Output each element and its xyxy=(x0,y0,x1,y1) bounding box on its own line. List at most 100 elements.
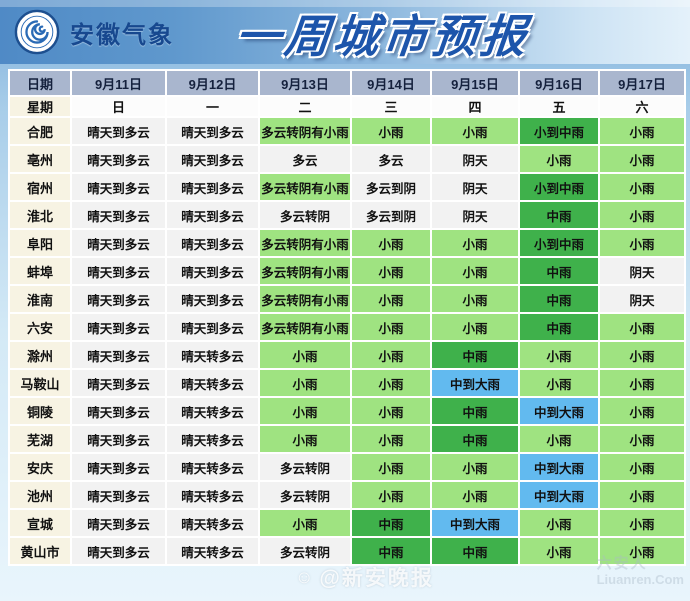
forecast-cell: 晴天到多云 xyxy=(70,536,167,566)
forecast-cell: 小雨 xyxy=(598,340,686,370)
forecast-cell: 小雨 xyxy=(430,312,520,342)
city-name: 亳州 xyxy=(8,144,72,174)
forecast-cell: 小雨 xyxy=(258,508,352,538)
city-row-黄山市: 黄山市 晴天到多云 晴天转多云 多云转阴 中雨 中雨 小雨 小雨 xyxy=(8,536,686,566)
city-name: 宣城 xyxy=(8,508,72,538)
forecast-cell: 小雨 xyxy=(350,312,432,342)
forecast-cell: 小雨 xyxy=(598,172,686,202)
date-header-5: 9月16日 xyxy=(518,69,600,97)
forecast-cell: 晴天转多云 xyxy=(165,480,260,510)
forecast-cell: 小雨 xyxy=(598,452,686,482)
forecast-cell: 小雨 xyxy=(518,508,600,538)
forecast-cell: 小雨 xyxy=(350,116,432,146)
city-row-安庆: 安庆 晴天到多云 晴天转多云 多云转阴 小雨 小雨 中到大雨 小雨 xyxy=(8,452,686,482)
forecast-cell: 晴天到多云 xyxy=(70,200,167,230)
forecast-cell: 小雨 xyxy=(598,228,686,258)
city-name: 合肥 xyxy=(8,116,72,146)
watermark-text: @新安晚报 xyxy=(319,567,434,590)
forecast-cell: 晴天到多云 xyxy=(165,144,260,174)
forecast-cell: 小雨 xyxy=(258,424,352,454)
forecast-cell: 小雨 xyxy=(598,396,686,426)
forecast-cell: 小到中雨 xyxy=(518,172,600,202)
forecast-cell: 中雨 xyxy=(518,200,600,230)
forecast-cell: 小雨 xyxy=(350,396,432,426)
city-row-铜陵: 铜陵 晴天到多云 晴天转多云 小雨 小雨 中雨 中到大雨 小雨 xyxy=(8,396,686,426)
weekly-forecast-table: 日期 9月11日 9月12日 9月13日 9月14日 9月15日 9月16日 9月17日 星… xyxy=(8,69,686,566)
city-name: 阜阳 xyxy=(8,228,72,258)
forecast-cell: 小雨 xyxy=(350,480,432,510)
forecast-cell: 晴天到多云 xyxy=(165,284,260,314)
city-name: 宿州 xyxy=(8,172,72,202)
date-header-1: 9月12日 xyxy=(165,69,260,97)
forecast-cell: 晴天到多云 xyxy=(70,452,167,482)
forecast-cell: 中雨 xyxy=(518,312,600,342)
forecast-cell: 中到大雨 xyxy=(430,508,520,538)
forecast-cell: 晴天转多云 xyxy=(165,452,260,482)
page-title: 一周城市预报 xyxy=(232,10,533,62)
forecast-cell: 小雨 xyxy=(350,452,432,482)
forecast-cell: 晴天到多云 xyxy=(70,172,167,202)
forecast-cell: 多云 xyxy=(350,144,432,174)
forecast-cell: 晴天转多云 xyxy=(165,536,260,566)
forecast-cell: 晴天到多云 xyxy=(165,172,260,202)
city-row-芜湖: 芜湖 晴天到多云 晴天转多云 小雨 小雨 中雨 小雨 小雨 xyxy=(8,424,686,454)
city-name: 蚌埠 xyxy=(8,256,72,286)
city-row-阜阳: 阜阳 晴天到多云 晴天到多云 多云转阴有小雨 小雨 小雨 小到中雨 小雨 xyxy=(8,228,686,258)
weekday-3: 三 xyxy=(350,95,432,118)
spiral-cloud-icon xyxy=(14,9,60,55)
forecast-cell: 阴天 xyxy=(598,256,686,286)
city-name: 六安 xyxy=(8,312,72,342)
forecast-cell: 中雨 xyxy=(518,256,600,286)
forecast-cell: 晴天到多云 xyxy=(165,312,260,342)
forecast-cell: 小雨 xyxy=(430,116,520,146)
city-row-马鞍山: 马鞍山 晴天到多云 晴天转多云 小雨 小雨 中到大雨 小雨 小雨 xyxy=(8,368,686,398)
forecast-cell: 小雨 xyxy=(430,452,520,482)
anhui-meteorology-logo-icon xyxy=(14,9,60,55)
forecast-cell: 中到大雨 xyxy=(518,396,600,426)
forecast-cell: 小雨 xyxy=(350,228,432,258)
city-row-滁州: 滁州 晴天到多云 晴天转多云 小雨 小雨 中雨 小雨 小雨 xyxy=(8,340,686,370)
city-row-淮南: 淮南 晴天到多云 晴天到多云 多云转阴有小雨 小雨 小雨 中雨 阴天 xyxy=(8,284,686,314)
date-header-6: 9月17日 xyxy=(598,69,686,97)
forecast-cell: 中雨 xyxy=(430,340,520,370)
forecast-cell: 多云 xyxy=(258,144,352,174)
weekday-1: 一 xyxy=(165,95,260,118)
city-name: 安庆 xyxy=(8,452,72,482)
forecast-cell: 小雨 xyxy=(258,396,352,426)
forecast-cell: 小雨 xyxy=(430,228,520,258)
forecast-cell: 多云转阴有小雨 xyxy=(258,228,352,258)
forecast-cell: 小雨 xyxy=(350,424,432,454)
city-row-宿州: 宿州 晴天到多云 晴天到多云 多云转阴有小雨 多云到阴 阴天 小到中雨 小雨 xyxy=(8,172,686,202)
forecast-cell: 阴天 xyxy=(598,284,686,314)
watermark-liuanren: 六安人 Liuanren.Com xyxy=(597,555,684,587)
weekday-row: 星期 日一二三四五六 xyxy=(8,95,686,118)
city-name: 铜陵 xyxy=(8,396,72,426)
city-name: 芜湖 xyxy=(8,424,72,454)
forecast-cell: 中雨 xyxy=(430,396,520,426)
forecast-cell: 中到大雨 xyxy=(518,480,600,510)
header-banner: 安徽气象 一周城市预报 xyxy=(0,0,690,64)
forecast-cell: 小雨 xyxy=(430,256,520,286)
forecast-cell: 小雨 xyxy=(598,368,686,398)
forecast-cell: 晴天到多云 xyxy=(70,480,167,510)
city-name: 淮北 xyxy=(8,200,72,230)
forecast-cell: 晴天到多云 xyxy=(165,200,260,230)
forecast-cell: 阴天 xyxy=(430,144,520,174)
city-row-亳州: 亳州 晴天到多云 晴天到多云 多云 多云 阴天 小雨 小雨 xyxy=(8,144,686,174)
forecast-cell: 小雨 xyxy=(350,368,432,398)
corner-date-label: 日期 xyxy=(8,69,72,97)
forecast-cell: 多云到阴 xyxy=(350,200,432,230)
org-name: 安徽气象 xyxy=(70,21,174,49)
forecast-cell: 晴天到多云 xyxy=(70,508,167,538)
forecast-cell: 多云转阴 xyxy=(258,200,352,230)
forecast-cell: 晴天到多云 xyxy=(70,396,167,426)
forecast-cell: 多云转阴有小雨 xyxy=(258,256,352,286)
forecast-cell: 小雨 xyxy=(430,284,520,314)
forecast-cell: 小到中雨 xyxy=(518,116,600,146)
forecast-cell: 多云到阴 xyxy=(350,172,432,202)
forecast-cell: 小雨 xyxy=(598,312,686,342)
watermark-xinan-evening-news: ☺ @新安晚报 xyxy=(295,562,434,592)
weekday-6: 六 xyxy=(598,95,686,118)
forecast-cell: 多云转阴 xyxy=(258,452,352,482)
weekday-4: 四 xyxy=(430,95,520,118)
